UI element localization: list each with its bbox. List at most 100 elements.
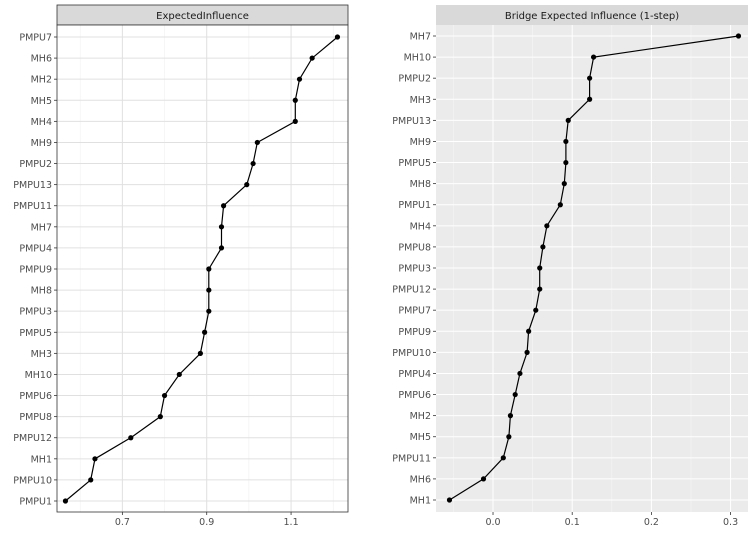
data-point [512, 391, 518, 398]
data-point [309, 55, 315, 61]
y-tick-label: PMPU13 [392, 116, 431, 127]
x-tick-label: 0.1 [565, 517, 580, 528]
y-tick-label: MH9 [31, 138, 52, 149]
data-point [507, 413, 514, 419]
data-point [537, 265, 543, 271]
data-point [537, 286, 543, 292]
y-tick-label: PMPU12 [13, 433, 52, 444]
data-point [506, 434, 512, 440]
data-point [218, 224, 225, 230]
data-point [88, 477, 94, 483]
data-point [590, 54, 597, 60]
data-point [128, 435, 134, 441]
panel-border [56, 24, 349, 513]
data-point [220, 203, 227, 209]
chart-panel-1: ExpectedInfluence PMPU7 MH6 MH2 MH5 MH4 MH9 PMP… [13, 4, 349, 528]
panel-title: Bridge Expected Influence (1-step) [505, 11, 679, 22]
data-point [517, 370, 523, 377]
data-point [480, 476, 487, 482]
data-point [296, 76, 303, 82]
y-tick-label: PMPU11 [392, 453, 431, 464]
y-tick-label: PMPU7 [19, 33, 52, 44]
y-tick-label: PMPU7 [398, 306, 431, 317]
data-point [563, 159, 569, 166]
y-tick-label: PMPU10 [392, 348, 431, 359]
data-point [565, 117, 571, 123]
data-point [206, 308, 212, 314]
data-point [292, 118, 298, 124]
y-tick-label: MH5 [31, 96, 52, 107]
y-tick-label: PMPU1 [398, 200, 431, 211]
data-point [587, 96, 593, 102]
y-tick-label: PMPU9 [398, 327, 431, 338]
x-tick-label: 0.2 [644, 517, 659, 528]
y-tick-label: MH3 [31, 349, 52, 360]
data-point [244, 182, 250, 188]
y-tick-label: PMPU10 [13, 475, 52, 486]
data-point [292, 97, 298, 103]
y-tick-label: MH4 [31, 117, 52, 128]
data-point [533, 307, 539, 313]
y-tick-label: MH1 [410, 496, 431, 507]
data-point [161, 392, 168, 399]
y-tick-label: PMPU8 [398, 242, 431, 253]
y-tick-label: PMPU2 [19, 159, 52, 170]
y-tick-label: MH6 [410, 474, 431, 485]
y-tick-label: PMPU4 [19, 243, 52, 254]
x-tick-label: 0.9 [199, 517, 214, 528]
data-point [206, 266, 212, 272]
panel-strip [436, 5, 748, 25]
data-point [446, 497, 453, 503]
y-tick-label: PMPU3 [398, 264, 431, 275]
data-point [254, 139, 260, 146]
y-tick-label: MH7 [410, 32, 431, 43]
y-tick-label: PMPU5 [398, 158, 431, 169]
y-tick-label: MH9 [410, 137, 431, 148]
y-tick-label: PMPU6 [19, 391, 52, 402]
data-point [92, 456, 98, 462]
data-point [218, 245, 225, 251]
data-point [206, 287, 212, 293]
data-point [563, 138, 569, 145]
data-point [250, 160, 256, 167]
data-point [334, 34, 341, 40]
y-tick-label: MH2 [410, 411, 431, 422]
data-point [587, 75, 593, 81]
panel-title: ExpectedInfluence [156, 11, 249, 22]
y-tick-label: PMPU9 [19, 265, 52, 276]
data-point [526, 328, 532, 334]
data-point [557, 202, 563, 208]
y-tick-label: MH6 [31, 54, 52, 65]
data-point [157, 414, 163, 420]
x-tick-label: 0.7 [115, 517, 130, 528]
x-tick-label: 1.1 [284, 517, 299, 528]
y-tick-label: PMPU4 [398, 369, 431, 380]
y-tick-label: MH4 [410, 221, 431, 232]
data-point [544, 223, 550, 229]
y-tick-label: MH8 [410, 179, 431, 190]
x-tick-label: 0.0 [485, 517, 500, 528]
data-point [524, 349, 530, 355]
y-tick-label: MH2 [31, 75, 52, 86]
data-point [62, 498, 69, 504]
data-point [735, 33, 742, 39]
y-tick-label: MH5 [410, 432, 431, 443]
y-tick-label: MH10 [25, 370, 52, 381]
y-tick-label: PMPU12 [392, 285, 431, 296]
y-tick-label: PMPU11 [13, 201, 52, 212]
data-point [500, 455, 506, 461]
y-tick-label: PMPU6 [398, 390, 431, 401]
data-point [202, 329, 208, 335]
data-point [176, 371, 182, 378]
y-tick-label: PMPU13 [13, 180, 52, 191]
y-tick-label: PMPU5 [19, 328, 52, 339]
data-point [197, 350, 203, 356]
y-tick-label: MH3 [410, 95, 431, 106]
y-tick-label: MH8 [31, 286, 52, 297]
y-tick-label: PMPU8 [19, 412, 52, 423]
y-tick-label: MH10 [404, 53, 431, 64]
y-tick-label: MH1 [31, 454, 52, 465]
y-tick-label: PMPU2 [398, 74, 431, 85]
data-point [561, 181, 567, 187]
